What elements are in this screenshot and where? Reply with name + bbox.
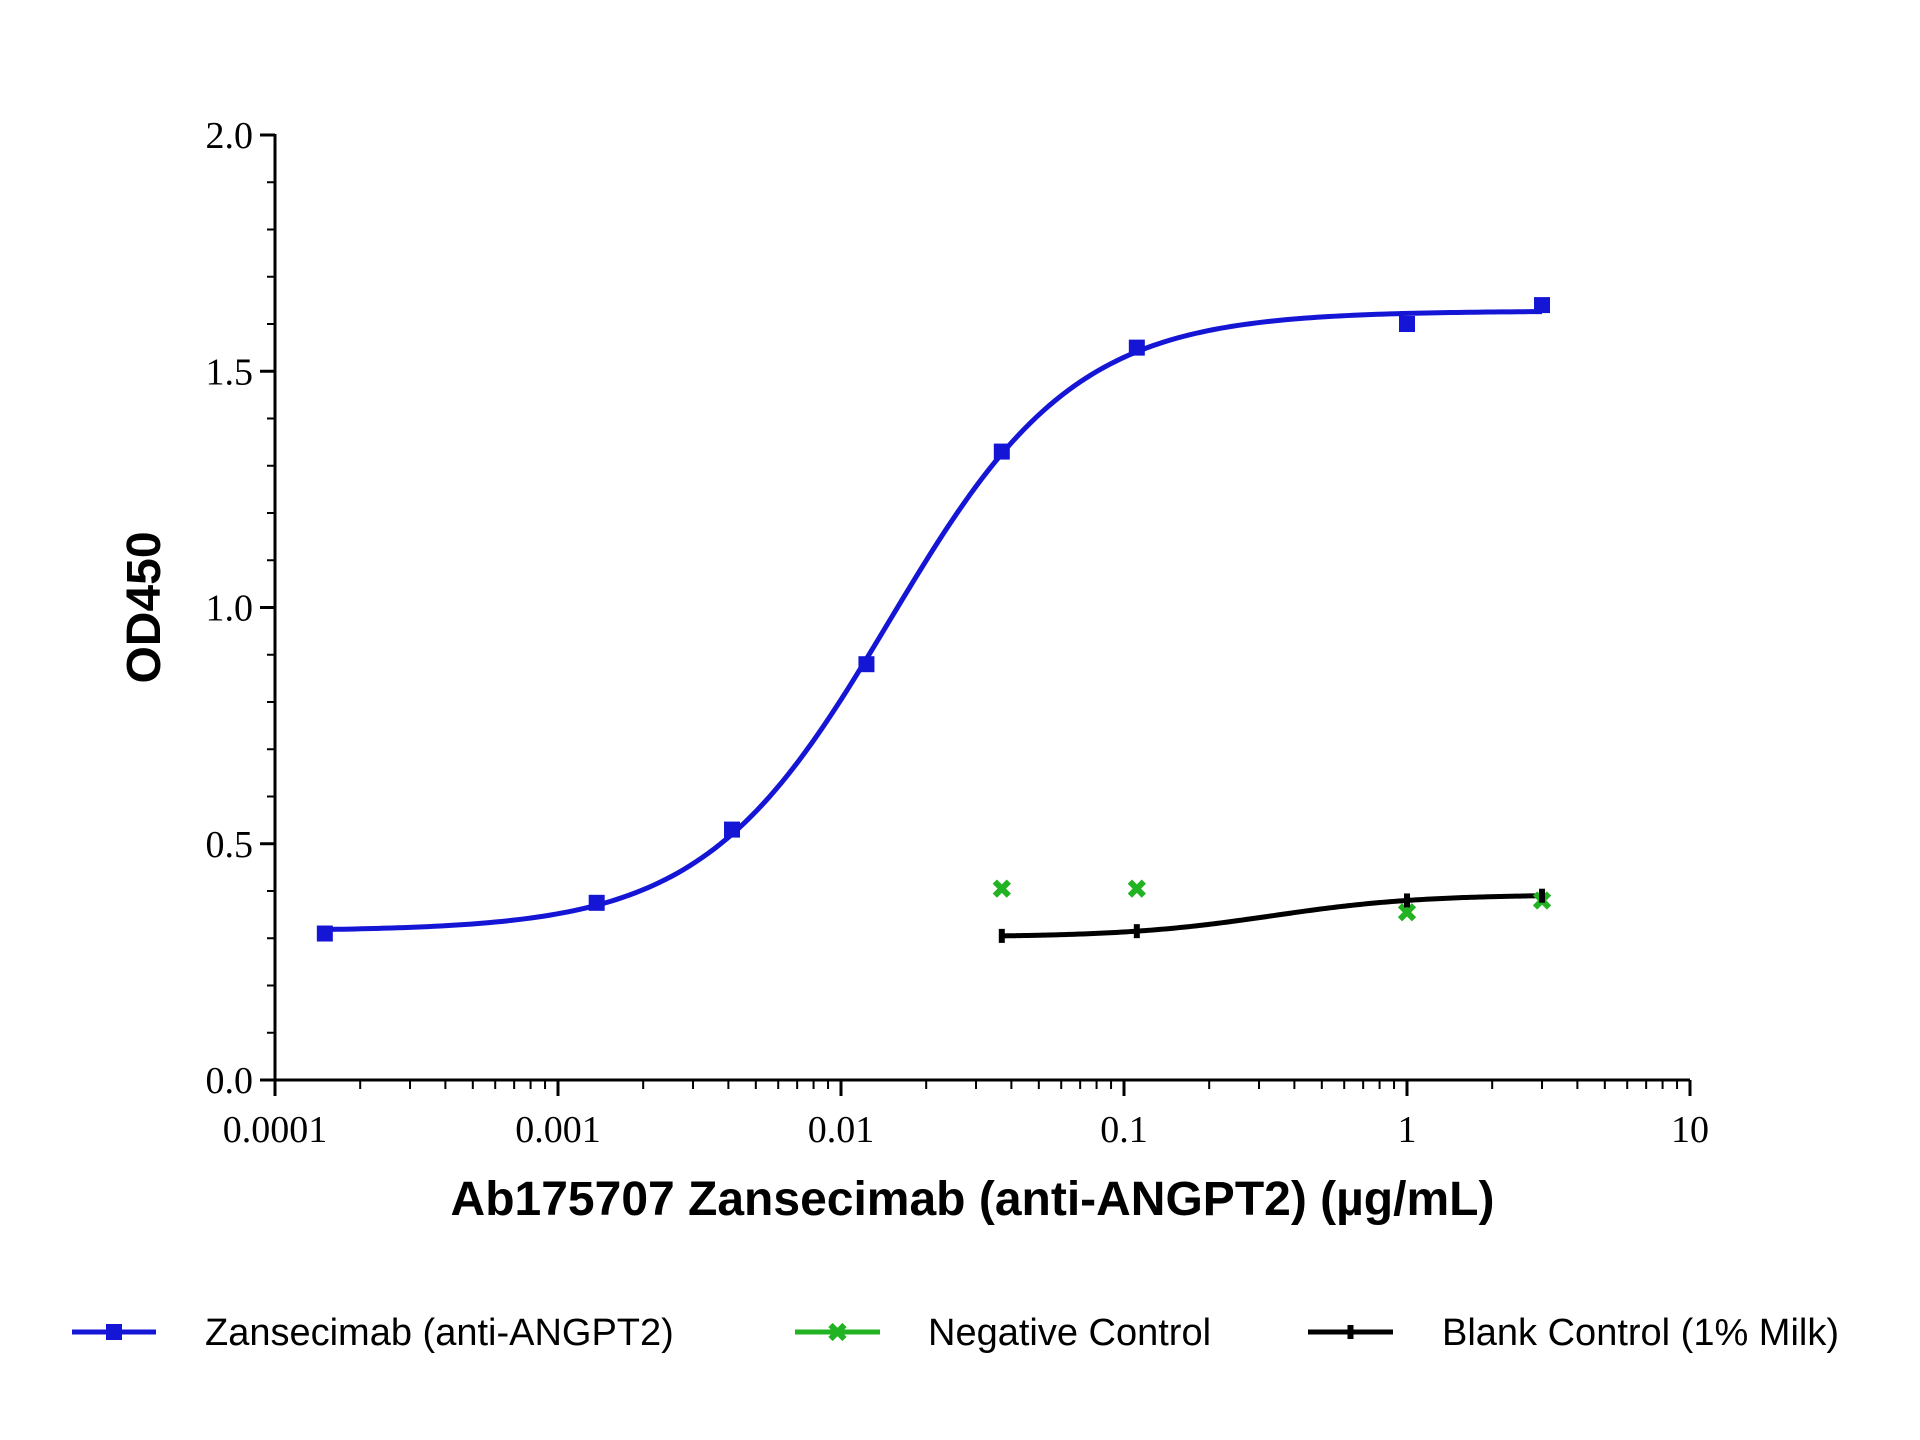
x-tick-label: 0.1 [1100, 1109, 1148, 1151]
x-axis-title: Ab175707 Zansecimab (anti-ANGPT2) (µg/mL… [451, 1173, 1495, 1226]
fit-curve-series-2 [1001, 893, 1543, 939]
y-tick-label: 0.5 [206, 824, 254, 866]
x-tick-label: 0.0001 [223, 1109, 328, 1151]
y-tick-label: 0.0 [206, 1060, 254, 1102]
data-point [998, 928, 1005, 943]
series-2-points [998, 888, 1546, 943]
data-point [1133, 924, 1140, 939]
data-point [1399, 316, 1415, 332]
y-tick-label: 2.0 [206, 115, 254, 157]
y-axis-ticks: 0.0 0.5 1.0 1.5 2.0 [206, 115, 275, 1102]
legend-swatch-marker [106, 1324, 122, 1340]
data-point [1404, 893, 1410, 908]
fit-curves [324, 309, 1543, 939]
axes: 0.0 0.5 1.0 1.5 2.0 0.0001 0.001 0.01 0.1 1 10 [206, 115, 1710, 1151]
y-tick-label: 1.5 [206, 351, 254, 393]
legend: Zansecimab (anti-ANGPT2) Negative Control… [72, 1312, 1839, 1354]
y-axis-title: OD450 [118, 531, 171, 683]
series-0-points [316, 297, 1551, 942]
series-1-points [992, 879, 1552, 922]
data-points [316, 297, 1552, 943]
legend-label: Zansecimab (anti-ANGPT2) [205, 1312, 674, 1354]
legend-item-0: Zansecimab (anti-ANGPT2) [72, 1312, 674, 1354]
x-tick-label: 0.01 [808, 1109, 875, 1151]
legend-item-1: Negative Control [795, 1312, 1211, 1354]
data-point [1128, 339, 1145, 356]
data-point [858, 656, 875, 673]
data-point [1534, 297, 1551, 314]
data-point [992, 879, 1011, 898]
x-tick-label: 10 [1671, 1109, 1709, 1151]
data-point [316, 925, 333, 942]
legend-label: Blank Control (1% Milk) [1442, 1312, 1839, 1354]
fit-curve-series-0 [324, 309, 1543, 932]
data-point [724, 821, 741, 838]
x-tick-label: 1 [1398, 1109, 1417, 1151]
data-point [993, 443, 1010, 460]
x-axis-ticks: 0.0001 0.001 0.01 0.1 1 10 [223, 1080, 1709, 1151]
y-tick-label: 1.0 [206, 588, 254, 630]
legend-swatch-marker [1347, 1325, 1354, 1339]
data-point [1539, 888, 1546, 903]
data-point [588, 894, 605, 911]
x-tick-label: 0.001 [515, 1109, 601, 1151]
legend-swatch-marker [828, 1322, 847, 1342]
legend-item-2: Blank Control (1% Milk) [1308, 1312, 1839, 1354]
data-point [1127, 879, 1146, 898]
legend-label: Negative Control [928, 1312, 1211, 1354]
data-point [1397, 903, 1417, 922]
